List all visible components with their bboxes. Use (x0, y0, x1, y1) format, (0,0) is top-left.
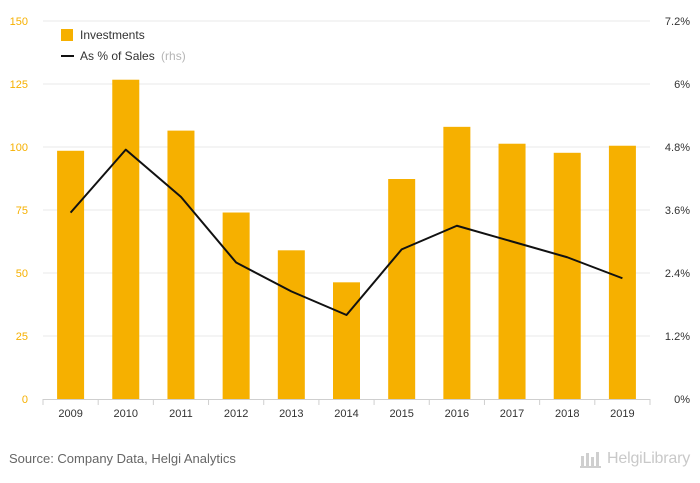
y-right-tick-label: 4.8% (665, 142, 690, 154)
y-left-tick-label: 25 (16, 331, 28, 343)
y-right-tick-label: 0% (674, 394, 690, 406)
y-right-tick-label: 3.6% (665, 205, 690, 217)
sales-share-line-layer (69, 148, 623, 316)
y-left-tick-label: 0 (22, 394, 28, 406)
helgi-library-logo: HelgiLibrary (580, 450, 690, 468)
legend-swatch-investments (61, 29, 73, 41)
bar-investments (57, 150, 85, 399)
bar-investments (112, 79, 140, 399)
x-tick-label: 2010 (114, 408, 138, 420)
gridlines (43, 20, 650, 337)
x-tick-label: 2015 (389, 408, 413, 420)
legend-label-sales-share-group: As % of Sales (rhs) (80, 49, 186, 63)
legend-label-investments: Investments (80, 28, 145, 42)
y-right-tick-label: 1.2% (665, 331, 690, 343)
x-tick-label: 2018 (555, 408, 579, 420)
bar-investments (553, 152, 581, 399)
legend-label-rhs: (rhs) (161, 49, 186, 63)
x-tick-label: 2009 (58, 408, 82, 420)
y-left-tick-label: 150 (10, 16, 28, 28)
bar-investments (498, 143, 526, 399)
x-tick-label: 2017 (500, 408, 524, 420)
bar-investments (443, 126, 471, 399)
bar-investments (277, 250, 305, 399)
legend-label-sales-share: As % of Sales (80, 49, 155, 63)
axes: 0 0% 25 1.2% 50 2.4% 75 3.6% 100 4.8% 125 6% 150 7.2%… (10, 16, 691, 420)
bar-investments (167, 130, 195, 399)
bar-investments (388, 179, 416, 399)
y-right-tick-label: 6% (674, 79, 690, 91)
logo-text: HelgiLibrary (607, 450, 690, 467)
source-note: Source: Company Data, Helgi Analytics (9, 451, 236, 466)
x-tick-label: 2019 (610, 408, 634, 420)
bar-investments (222, 212, 250, 399)
library-icon (580, 452, 602, 468)
legend: Investments As % of Sales (rhs) (61, 28, 186, 63)
x-tick-label: 2013 (279, 408, 303, 420)
bar-investments (333, 282, 360, 399)
y-right-tick-label: 7.2% (665, 16, 690, 28)
x-tick-label: 2014 (334, 408, 358, 420)
x-tick-label: 2011 (169, 408, 193, 420)
y-left-tick-label: 100 (10, 142, 28, 154)
y-left-tick-label: 125 (10, 79, 28, 91)
x-tick-label: 2016 (445, 408, 469, 420)
bar-investments (608, 145, 636, 399)
investment-bars (57, 79, 636, 399)
y-left-tick-label: 75 (16, 205, 28, 217)
y-left-tick-label: 50 (16, 268, 28, 280)
x-tick-label: 2012 (224, 408, 248, 420)
y-right-tick-label: 2.4% (665, 268, 690, 280)
